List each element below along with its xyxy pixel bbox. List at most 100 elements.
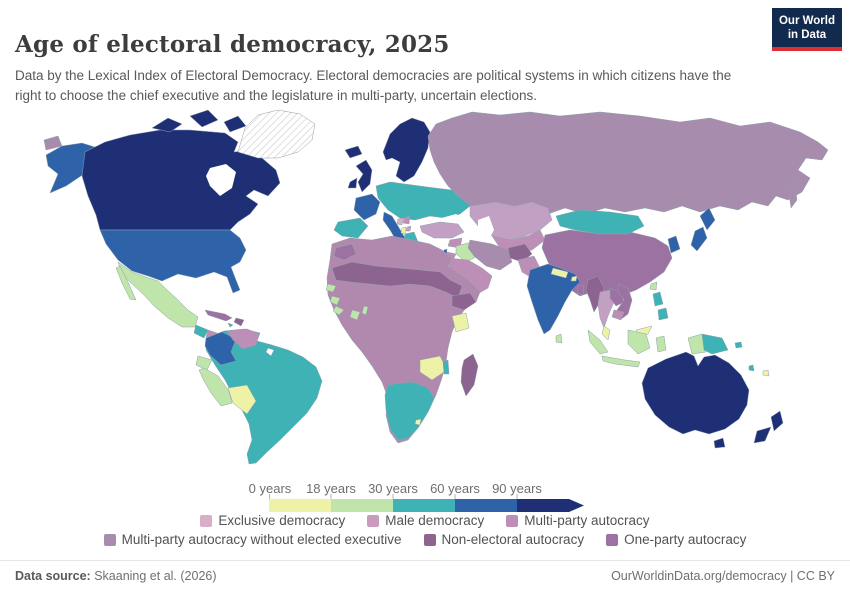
legend-item-non-electoral-autocracy[interactable]: Non-electoral autocracy [423,532,585,547]
region-sulawesi[interactable] [655,335,667,353]
region-liberia[interactable] [332,305,345,316]
region-kalimantan[interactable] [627,329,651,355]
region-malawi[interactable] [442,359,450,375]
region-west-papua[interactable] [687,333,707,355]
region-russia[interactable] [427,111,829,215]
region-senegal[interactable] [325,283,337,293]
region-hispaniola[interactable] [233,317,245,327]
region-bosnia[interactable] [396,217,404,226]
legend-item-exclusive-democracy[interactable]: Exclusive democracy [200,513,345,528]
region-arctic-island-1[interactable] [151,117,183,133]
region-iran[interactable] [467,239,513,271]
hudson-bay [206,164,236,196]
region-papua-new-guinea[interactable] [701,333,729,355]
legend-seg-60-90[interactable] [455,499,517,512]
region-india[interactable] [526,263,581,335]
region-nepal[interactable] [550,267,569,279]
region-malaysia-peninsula[interactable] [601,325,611,341]
region-southern-africa[interactable] [384,381,435,441]
legend-gradient-bar[interactable] [269,494,585,512]
owid-logo-line2: in Data [787,29,827,41]
region-kenya[interactable] [451,312,470,333]
region-scandinavia[interactable] [382,117,431,183]
legend-seg-30-60[interactable] [393,499,455,512]
region-bangladesh[interactable] [576,284,585,296]
region-french-guiana[interactable] [265,347,275,357]
region-fiji[interactable] [762,369,770,377]
region-turkey[interactable] [419,221,465,239]
region-java[interactable] [601,355,641,368]
owid-logo-red-bar [772,47,842,51]
footer-link[interactable]: OurWorldinData.org/democracy | CC BY [611,569,835,583]
swatch-exclusive-democracy [200,514,213,527]
region-mongolia[interactable] [555,209,645,235]
region-guinea[interactable] [329,295,341,306]
region-cuba[interactable] [204,309,233,322]
chart-subtitle: Data by the Lexical Index of Electoral D… [15,67,732,103]
region-usa[interactable] [99,229,247,294]
swatch-non-electoral-autocracy [423,533,436,546]
region-australia[interactable] [641,351,750,435]
region-benin[interactable] [361,305,369,316]
region-sakhalin[interactable] [787,179,798,209]
region-japan-south[interactable] [690,226,708,252]
region-serbia[interactable] [402,215,411,225]
region-iberia[interactable] [333,217,369,239]
legend-label: Non-electoral autocracy [441,532,585,547]
legend-item-one-party-autocracy[interactable]: One-party autocracy [606,532,746,547]
region-north-macedonia[interactable] [405,225,412,232]
region-bhutan[interactable] [570,275,578,282]
region-albania[interactable] [400,226,407,235]
region-jamaica[interactable] [227,322,234,328]
region-myanmar[interactable] [585,275,605,313]
region-morocco[interactable] [333,243,357,261]
region-new-zealand-north[interactable] [770,410,784,432]
region-solomon-islands[interactable] [734,341,743,349]
region-vietnam[interactable] [616,283,633,321]
region-madagascar[interactable] [460,353,479,397]
region-venezuela[interactable] [226,328,260,350]
region-united-kingdom[interactable] [355,159,373,193]
region-vanuatu[interactable] [748,364,755,372]
legend-item-male-democracy[interactable]: Male democracy [367,513,484,528]
region-ethiopia[interactable] [451,292,477,311]
region-guatemala[interactable] [193,324,209,339]
region-arctic-island-2[interactable] [189,109,219,128]
region-sri-lanka[interactable] [555,333,563,344]
region-arctic-island-3[interactable] [223,115,247,133]
chart-footer: Data source: Skaaning et al. (2026) OurW… [0,560,850,583]
data-source-value: Skaaning et al. (2026) [90,569,217,583]
region-bolivia[interactable] [227,384,257,415]
region-sumatra[interactable] [587,329,609,355]
region-zambia[interactable] [419,355,448,381]
legend-item-mpa-no-exec[interactable]: Multi-party autocracy without elected ex… [103,532,402,547]
region-lesotho[interactable] [414,418,422,426]
region-new-zealand-south[interactable] [753,426,772,444]
region-baja-california[interactable] [115,265,137,301]
region-peru[interactable] [198,367,233,407]
region-greenland-no-data[interactable] [237,109,316,159]
region-philippines-luzon[interactable] [652,291,664,307]
legend-item-multi-party-autocracy[interactable]: Multi-party autocracy [506,513,650,528]
region-japan-north[interactable] [699,207,716,231]
region-philippines-mindanao[interactable] [657,307,669,321]
legend-seg-90-plus-arrow[interactable] [517,499,584,512]
region-colombia[interactable] [204,331,237,366]
region-canada[interactable] [81,129,281,231]
region-central-eastern-europe[interactable] [375,181,471,221]
region-mexico[interactable] [117,261,199,328]
tick-label-30: 30 years [368,481,418,496]
category-legend-row-1: Exclusive democracy Male democracy Multi… [0,513,850,528]
region-ireland[interactable] [347,177,358,189]
category-legend-row-2: Multi-party autocracy without elected ex… [0,532,850,547]
region-cambodia[interactable] [611,309,625,321]
region-korea[interactable] [667,235,681,254]
region-taiwan[interactable] [649,281,658,291]
owid-logo[interactable]: Our World in Data [772,8,842,47]
region-tasmania[interactable] [713,437,726,449]
region-iceland[interactable] [344,145,363,159]
region-france[interactable] [353,193,381,221]
legend-seg-18-30[interactable] [331,499,393,512]
region-ghana[interactable] [349,309,361,321]
legend-seg-0-18[interactable] [269,499,331,512]
